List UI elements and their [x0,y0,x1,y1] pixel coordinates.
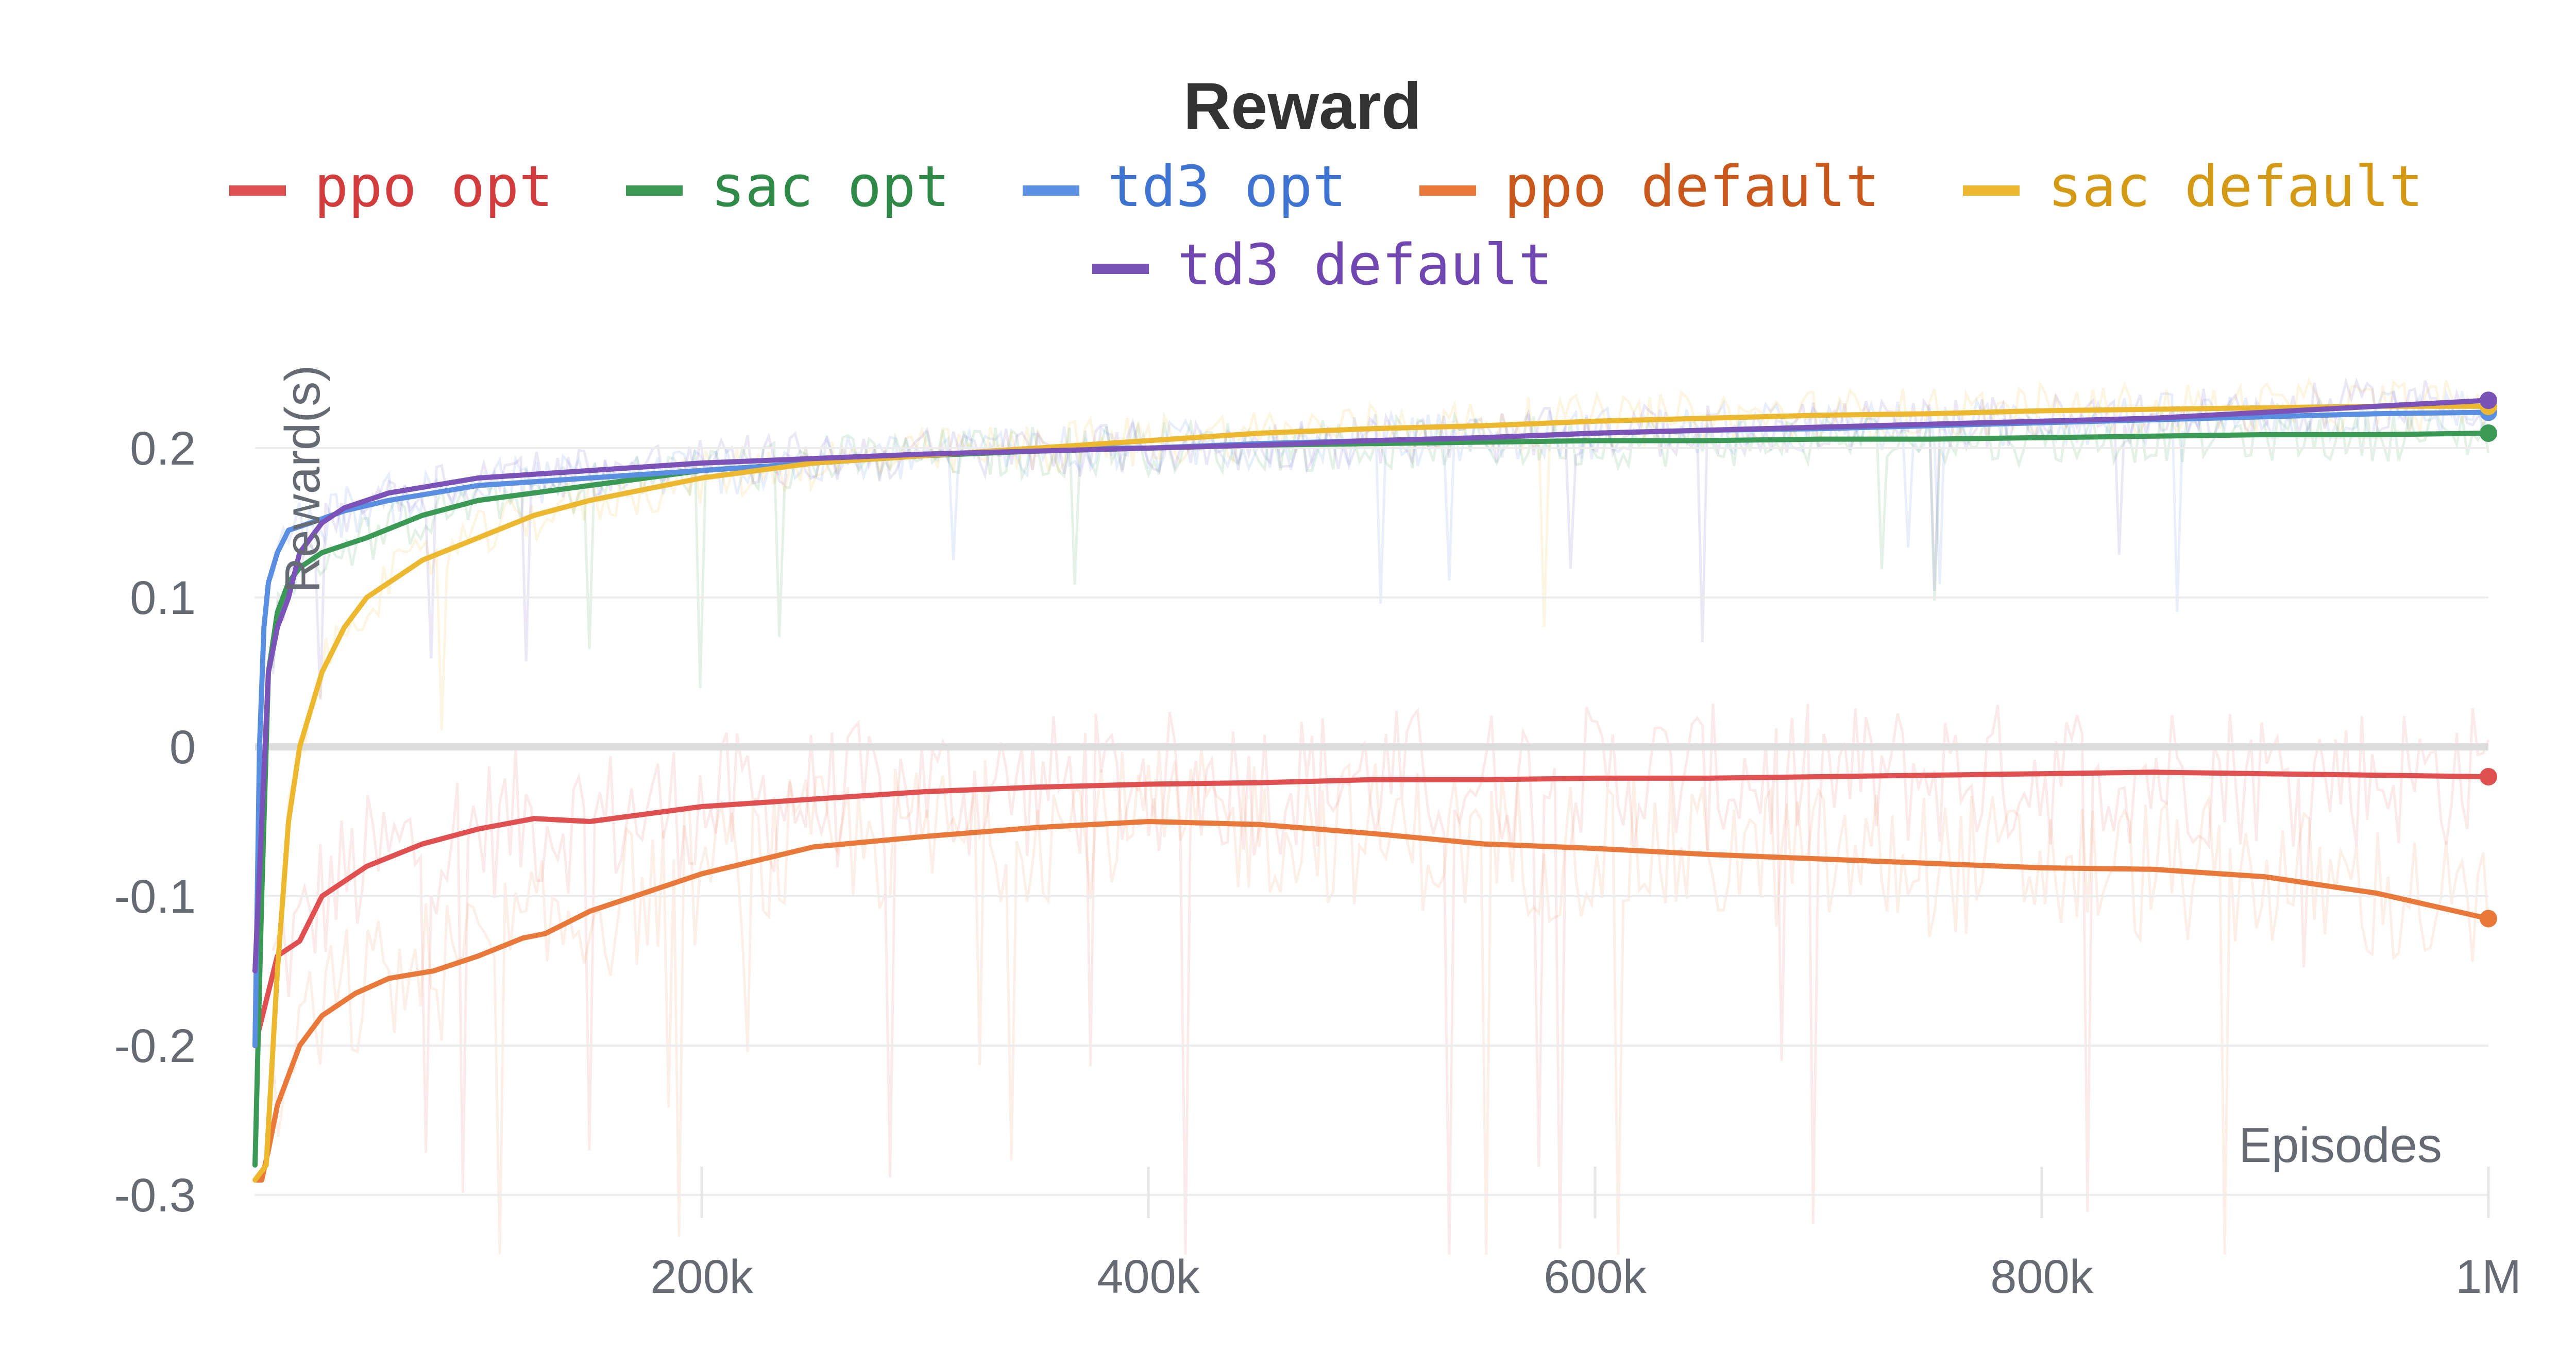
x-tick-label: 400k [1097,1251,1200,1303]
y-tick-label: -0.1 [114,870,196,923]
endpoint-marker-layer [2480,391,2497,928]
series-line-ppo-default [252,819,2491,1183]
legend-item-sac-default[interactable]: sac default [1963,153,2423,219]
x-tick-label: 1M [2455,1251,2521,1303]
legend-item-td3-default[interactable]: td3 default [1092,232,1552,298]
legend-label: td3 opt [1108,153,1347,219]
y-tick-label: -0.3 [114,1169,196,1222]
legend-label: ppo opt [314,153,553,219]
legend-label: ppo default [1504,153,1879,219]
legend-item-ppo-default[interactable]: ppo default [1419,153,1879,219]
y-tick-label: 0 [170,721,196,774]
x-tick-label: 200k [650,1251,753,1303]
x-tick-label: 800k [1990,1251,2093,1303]
series-line-ppo-opt [252,770,2491,1048]
legend-label: sac opt [711,153,950,219]
legend-item-ppo-opt[interactable]: ppo opt [229,153,553,219]
legend-label: sac default [2048,153,2423,219]
grid-layer [255,447,2490,1218]
raw-trace-sac-opt [272,404,2490,689]
tick-label-layer: -0.3 -0.2 -0.1 0 0.1 0.2 200k 400k 600k 800k 1M [114,422,2521,1303]
legend: ppo opt sac opt td3 opt ppo default sac defa… [229,153,2423,298]
raw-trace-ppo-opt [272,704,2490,1255]
raw-trace-ppo-default [272,748,2490,1255]
y-tick-label: 0.2 [130,422,196,475]
series-endpoint-ppo-default [2480,910,2497,928]
x-axis-label: Episodes [2239,1118,2442,1173]
legend-item-sac-opt[interactable]: sac opt [626,153,950,219]
y-axis-label: Reward(s) [275,365,330,593]
y-tick-label: -0.2 [114,1020,196,1072]
series-endpoint-td3-default [2480,391,2497,409]
legend-item-td3-opt[interactable]: td3 opt [1023,153,1347,219]
series-line-td3-default [252,398,2491,973]
chart-title: Reward [1183,70,1421,143]
raw-trace-td3-opt [272,388,2490,612]
x-tick-label: 600k [1544,1251,1647,1303]
series-endpoint-sac-opt [2480,424,2497,442]
series-line-sac-default [252,403,2491,1183]
legend-label: td3 default [1177,232,1552,298]
series-line-td3-opt [252,409,2491,1048]
y-tick-label: 0.1 [130,572,196,624]
series-endpoint-ppo-opt [2480,768,2497,785]
series-layer [252,398,2491,1183]
